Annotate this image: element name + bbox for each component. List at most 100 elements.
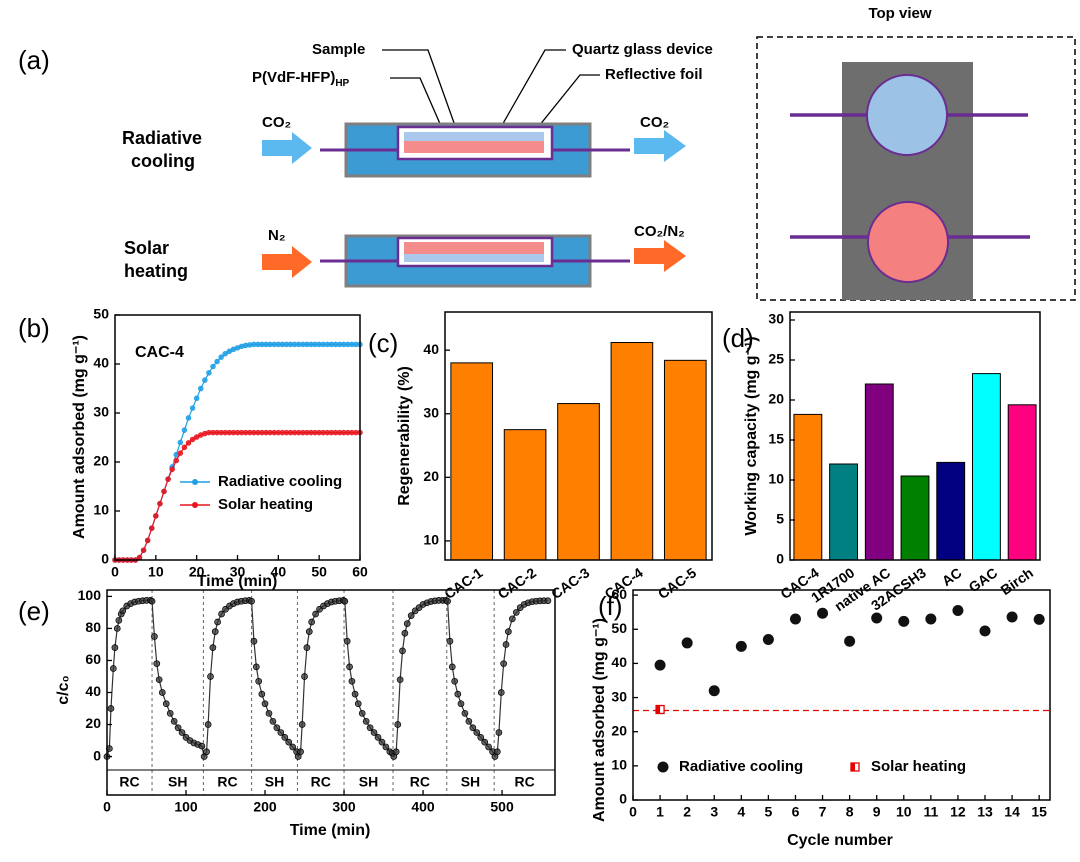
arrow <box>634 130 686 162</box>
polymer-layer <box>404 254 544 262</box>
data-point <box>477 733 485 741</box>
data-point <box>248 597 255 605</box>
phase-label: RC <box>514 774 534 790</box>
data-point <box>202 377 208 383</box>
y-tick-label: 10 <box>93 502 109 518</box>
y-axis-title: Regenerability (%) <box>396 366 413 506</box>
data-point <box>107 705 115 712</box>
top-view-label: Top view <box>868 5 931 22</box>
data-point <box>151 633 158 640</box>
top-sample <box>867 201 949 283</box>
data-point <box>451 677 459 685</box>
data-point <box>396 676 404 684</box>
data-point <box>209 644 217 652</box>
data-point <box>461 709 469 717</box>
data-point <box>348 677 356 685</box>
data-point <box>512 609 520 616</box>
phase-label: SH <box>359 774 378 790</box>
bar <box>900 475 930 561</box>
data-point <box>265 709 273 717</box>
data-point <box>871 612 883 624</box>
data-point <box>1006 611 1018 623</box>
gas-label: CO₂ <box>262 114 291 131</box>
x-axis-title: Time (min) <box>290 822 371 839</box>
x-tick-label: 9 <box>873 804 881 820</box>
data-point <box>252 663 260 671</box>
bar <box>972 373 1001 561</box>
data-point <box>762 634 774 646</box>
x-tick-label: 4 <box>737 804 745 820</box>
y-tick-label: 40 <box>85 683 101 699</box>
data-point <box>925 613 937 625</box>
legend-label: Solar heating <box>218 496 313 513</box>
data-point <box>148 597 156 605</box>
bar <box>936 461 966 561</box>
data-point <box>485 743 492 751</box>
bar <box>450 362 494 561</box>
phase-label: RC <box>217 774 237 790</box>
legend-label: Radiative cooling <box>218 473 342 490</box>
data-point <box>308 618 315 626</box>
x-tick-label: 20 <box>189 564 205 580</box>
data-point <box>465 717 473 725</box>
data-point <box>289 743 297 751</box>
y-tick-label: 15 <box>768 431 784 447</box>
data-point <box>207 673 214 680</box>
data-point <box>298 721 306 728</box>
data-point <box>157 500 163 507</box>
data-point <box>181 444 188 451</box>
data-point <box>166 709 174 717</box>
data-point <box>473 729 481 736</box>
panel-label: (e) <box>18 596 50 626</box>
y-tick-label: 50 <box>611 620 627 636</box>
data-point <box>399 647 406 655</box>
y-tick-label: 20 <box>423 468 439 484</box>
y-tick-label: 20 <box>93 453 109 469</box>
data-point <box>508 615 516 623</box>
data-point <box>844 635 856 647</box>
x-tick-label: 2 <box>683 804 691 820</box>
x-tick-label: CAC-2 <box>495 564 539 602</box>
diagram: (a) Top view Sample P(VdF-HFP)HP Quartz … <box>18 5 1076 301</box>
x-tick-label: 30 <box>230 564 246 580</box>
x-tick-label: 200 <box>253 799 277 815</box>
data-point <box>155 676 163 684</box>
x-tick-label: 7 <box>819 804 827 820</box>
data-point <box>178 729 186 736</box>
data-point <box>189 436 196 443</box>
foil-label: Reflective foil <box>605 66 703 83</box>
x-tick-label: 60 <box>352 564 368 580</box>
data-point <box>185 440 192 446</box>
data-point <box>111 644 119 652</box>
data-point <box>362 717 370 725</box>
x-tick-label: 0 <box>103 799 111 815</box>
data-point <box>109 665 117 672</box>
polymer-layer <box>404 132 544 141</box>
data-point <box>500 660 507 668</box>
panel-label: (a) <box>18 45 50 75</box>
plot-frame <box>789 311 1041 561</box>
data-point <box>654 659 666 671</box>
data-point <box>351 690 359 698</box>
data-point <box>392 748 400 756</box>
panel-label: (c) <box>368 328 398 358</box>
data-point <box>454 690 462 698</box>
y-tick-label: 100 <box>78 587 102 603</box>
data-point <box>204 721 212 728</box>
data-point <box>113 625 121 632</box>
marker-fill <box>851 763 855 771</box>
x-tick-label: 12 <box>950 804 966 820</box>
arrow <box>262 246 312 278</box>
data-point <box>170 717 178 725</box>
x-tick-label: 100 <box>174 799 198 815</box>
y-tick-label: 10 <box>611 757 627 773</box>
x-tick-label: 400 <box>411 799 435 815</box>
y-axis-title: Working capacity (mg g⁻¹) <box>743 336 760 535</box>
x-tick-label: 3 <box>710 804 718 820</box>
data-point <box>343 637 351 645</box>
data-point <box>173 457 180 464</box>
rc-label: Radiative <box>122 128 202 148</box>
data-point <box>341 597 349 605</box>
data-point <box>952 604 964 616</box>
sample-layer <box>404 141 544 153</box>
